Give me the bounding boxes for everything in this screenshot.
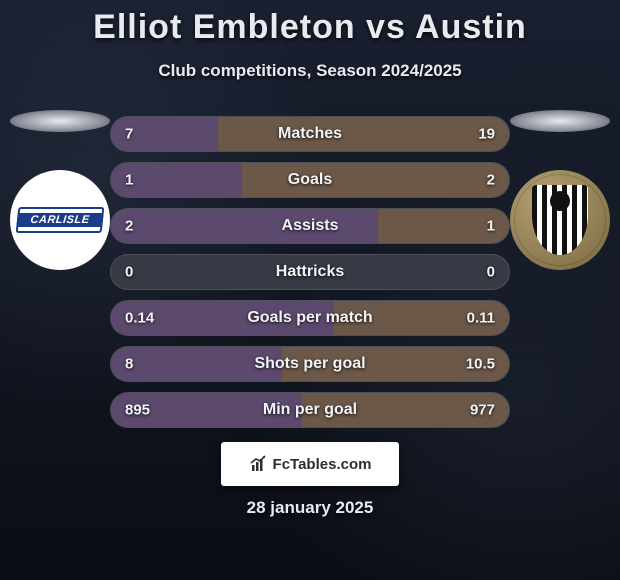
metric-label: Min per goal	[263, 401, 357, 419]
badge-pedestal-right	[510, 110, 610, 132]
brand-tag: FcTables.com	[221, 442, 399, 486]
brand-icon	[249, 454, 269, 474]
metric-row: 2 Assists 1	[110, 208, 510, 244]
page-title: Elliot Embleton vs Austin	[0, 0, 620, 47]
metric-row: 895 Min per goal 977	[110, 392, 510, 428]
metric-row: 0.14 Goals per match 0.11	[110, 300, 510, 336]
metric-value-right: 977	[470, 402, 495, 419]
brand-text: FcTables.com	[273, 456, 372, 473]
metric-row: 0 Hattricks 0	[110, 254, 510, 290]
metric-value-right: 19	[478, 126, 495, 143]
club-badge-right	[510, 170, 610, 270]
metric-value-left: 8	[125, 356, 133, 373]
metric-value-right: 2	[487, 172, 495, 189]
metric-value-right: 10.5	[466, 356, 495, 373]
metric-fill-right	[218, 117, 509, 151]
metric-fill-right	[242, 163, 509, 197]
metric-value-left: 2	[125, 218, 133, 235]
subtitle: Club competitions, Season 2024/2025	[0, 61, 620, 81]
metric-row: 7 Matches 19	[110, 116, 510, 152]
metric-label: Hattricks	[276, 263, 344, 281]
comparison-card: { "title": "Elliot Embleton vs Austin", …	[0, 0, 620, 580]
metric-label: Matches	[278, 125, 342, 143]
metrics-container: 7 Matches 19 1 Goals 2 2 Assists 1 0 Hattricks 0 0.1…	[110, 116, 510, 438]
badge-pedestal-left	[10, 110, 110, 132]
metric-label: Goals	[288, 171, 332, 189]
club-emblem-right	[510, 170, 610, 270]
metric-value-left: 7	[125, 126, 133, 143]
metric-label: Assists	[282, 217, 339, 235]
metric-value-left: 895	[125, 402, 150, 419]
metric-value-right: 0.11	[467, 310, 495, 327]
metric-value-right: 0	[487, 264, 495, 281]
metric-value-left: 0	[125, 264, 133, 281]
club-badge-left: CARLISLE	[10, 170, 110, 270]
club-crest-right	[532, 185, 588, 255]
date-label: 28 january 2025	[0, 498, 620, 518]
metric-value-left: 0.14	[125, 310, 154, 327]
metric-value-right: 1	[487, 218, 495, 235]
club-wordmark-left: CARLISLE	[16, 207, 105, 233]
metric-label: Goals per match	[247, 309, 372, 327]
metric-row: 1 Goals 2	[110, 162, 510, 198]
club-emblem-left: CARLISLE	[10, 170, 110, 270]
metric-row: 8 Shots per goal 10.5	[110, 346, 510, 382]
metric-value-left: 1	[125, 172, 133, 189]
metric-label: Shots per goal	[254, 355, 365, 373]
